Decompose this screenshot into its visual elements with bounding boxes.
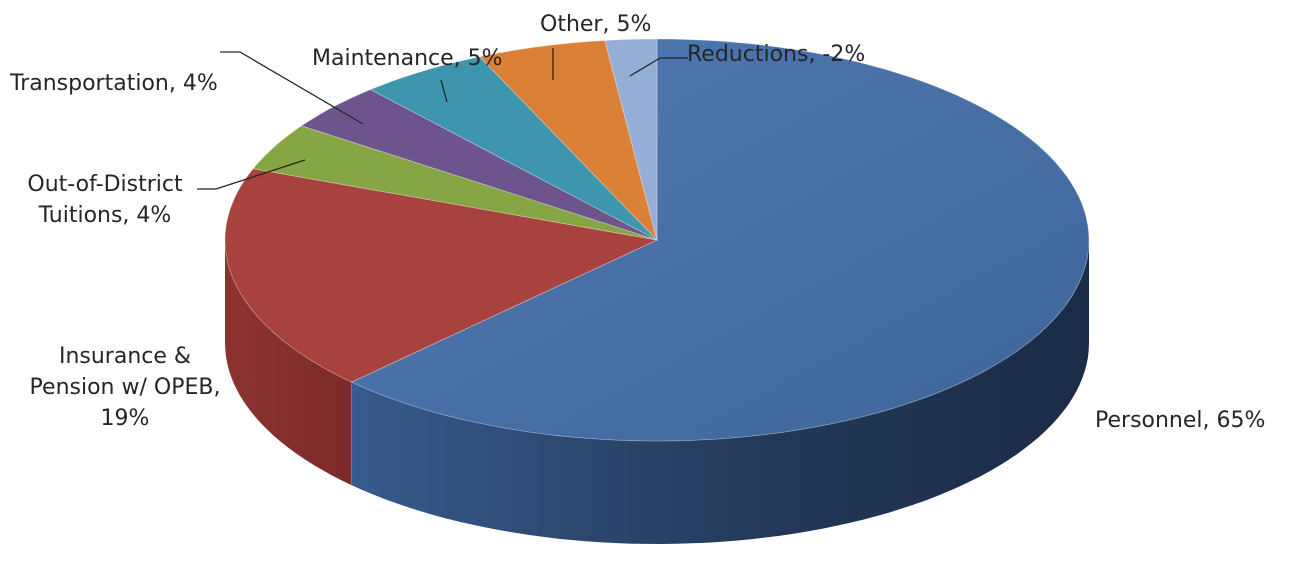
data-label-transportation: Transportation, 4%: [9, 71, 218, 96]
slice-other: [478, 40, 658, 242]
data-label-reductions: Reductions, -2%: [687, 42, 865, 67]
side-personnel: [351, 240, 1089, 544]
slice-maintenance: [369, 56, 658, 241]
slice-insurance-pension-w-opeb: [224, 168, 659, 383]
leader-line: [629, 57, 688, 77]
pie-sides: [225, 240, 1089, 544]
slice-personnel: [350, 38, 1090, 442]
slice-reductions: [604, 38, 658, 241]
leader-line: [220, 51, 364, 125]
data-label-other: Other, 5%: [540, 12, 651, 37]
data-label-personnel: Personnel, 65%: [1095, 408, 1265, 433]
data-labels: Personnel, 65% Insurance & Pension w/ OPEB…: [9, 12, 1265, 433]
side-insurance-pension-w-opeb: [225, 240, 352, 486]
leader-lines: [197, 48, 688, 190]
data-label-insurance-pension-w-opeb: Insurance & Pension w/ OPEB, 19%: [30, 344, 221, 431]
slice-out-of-district-tuitions: [252, 125, 658, 241]
pie-tops: [224, 38, 1090, 442]
leader-line: [440, 79, 448, 103]
leader-line: [197, 159, 306, 190]
data-label-out-of-district-tuitions: Out-of-District Tuitions, 4%: [27, 172, 183, 228]
data-label-maintenance: Maintenance, 5%: [312, 46, 503, 71]
